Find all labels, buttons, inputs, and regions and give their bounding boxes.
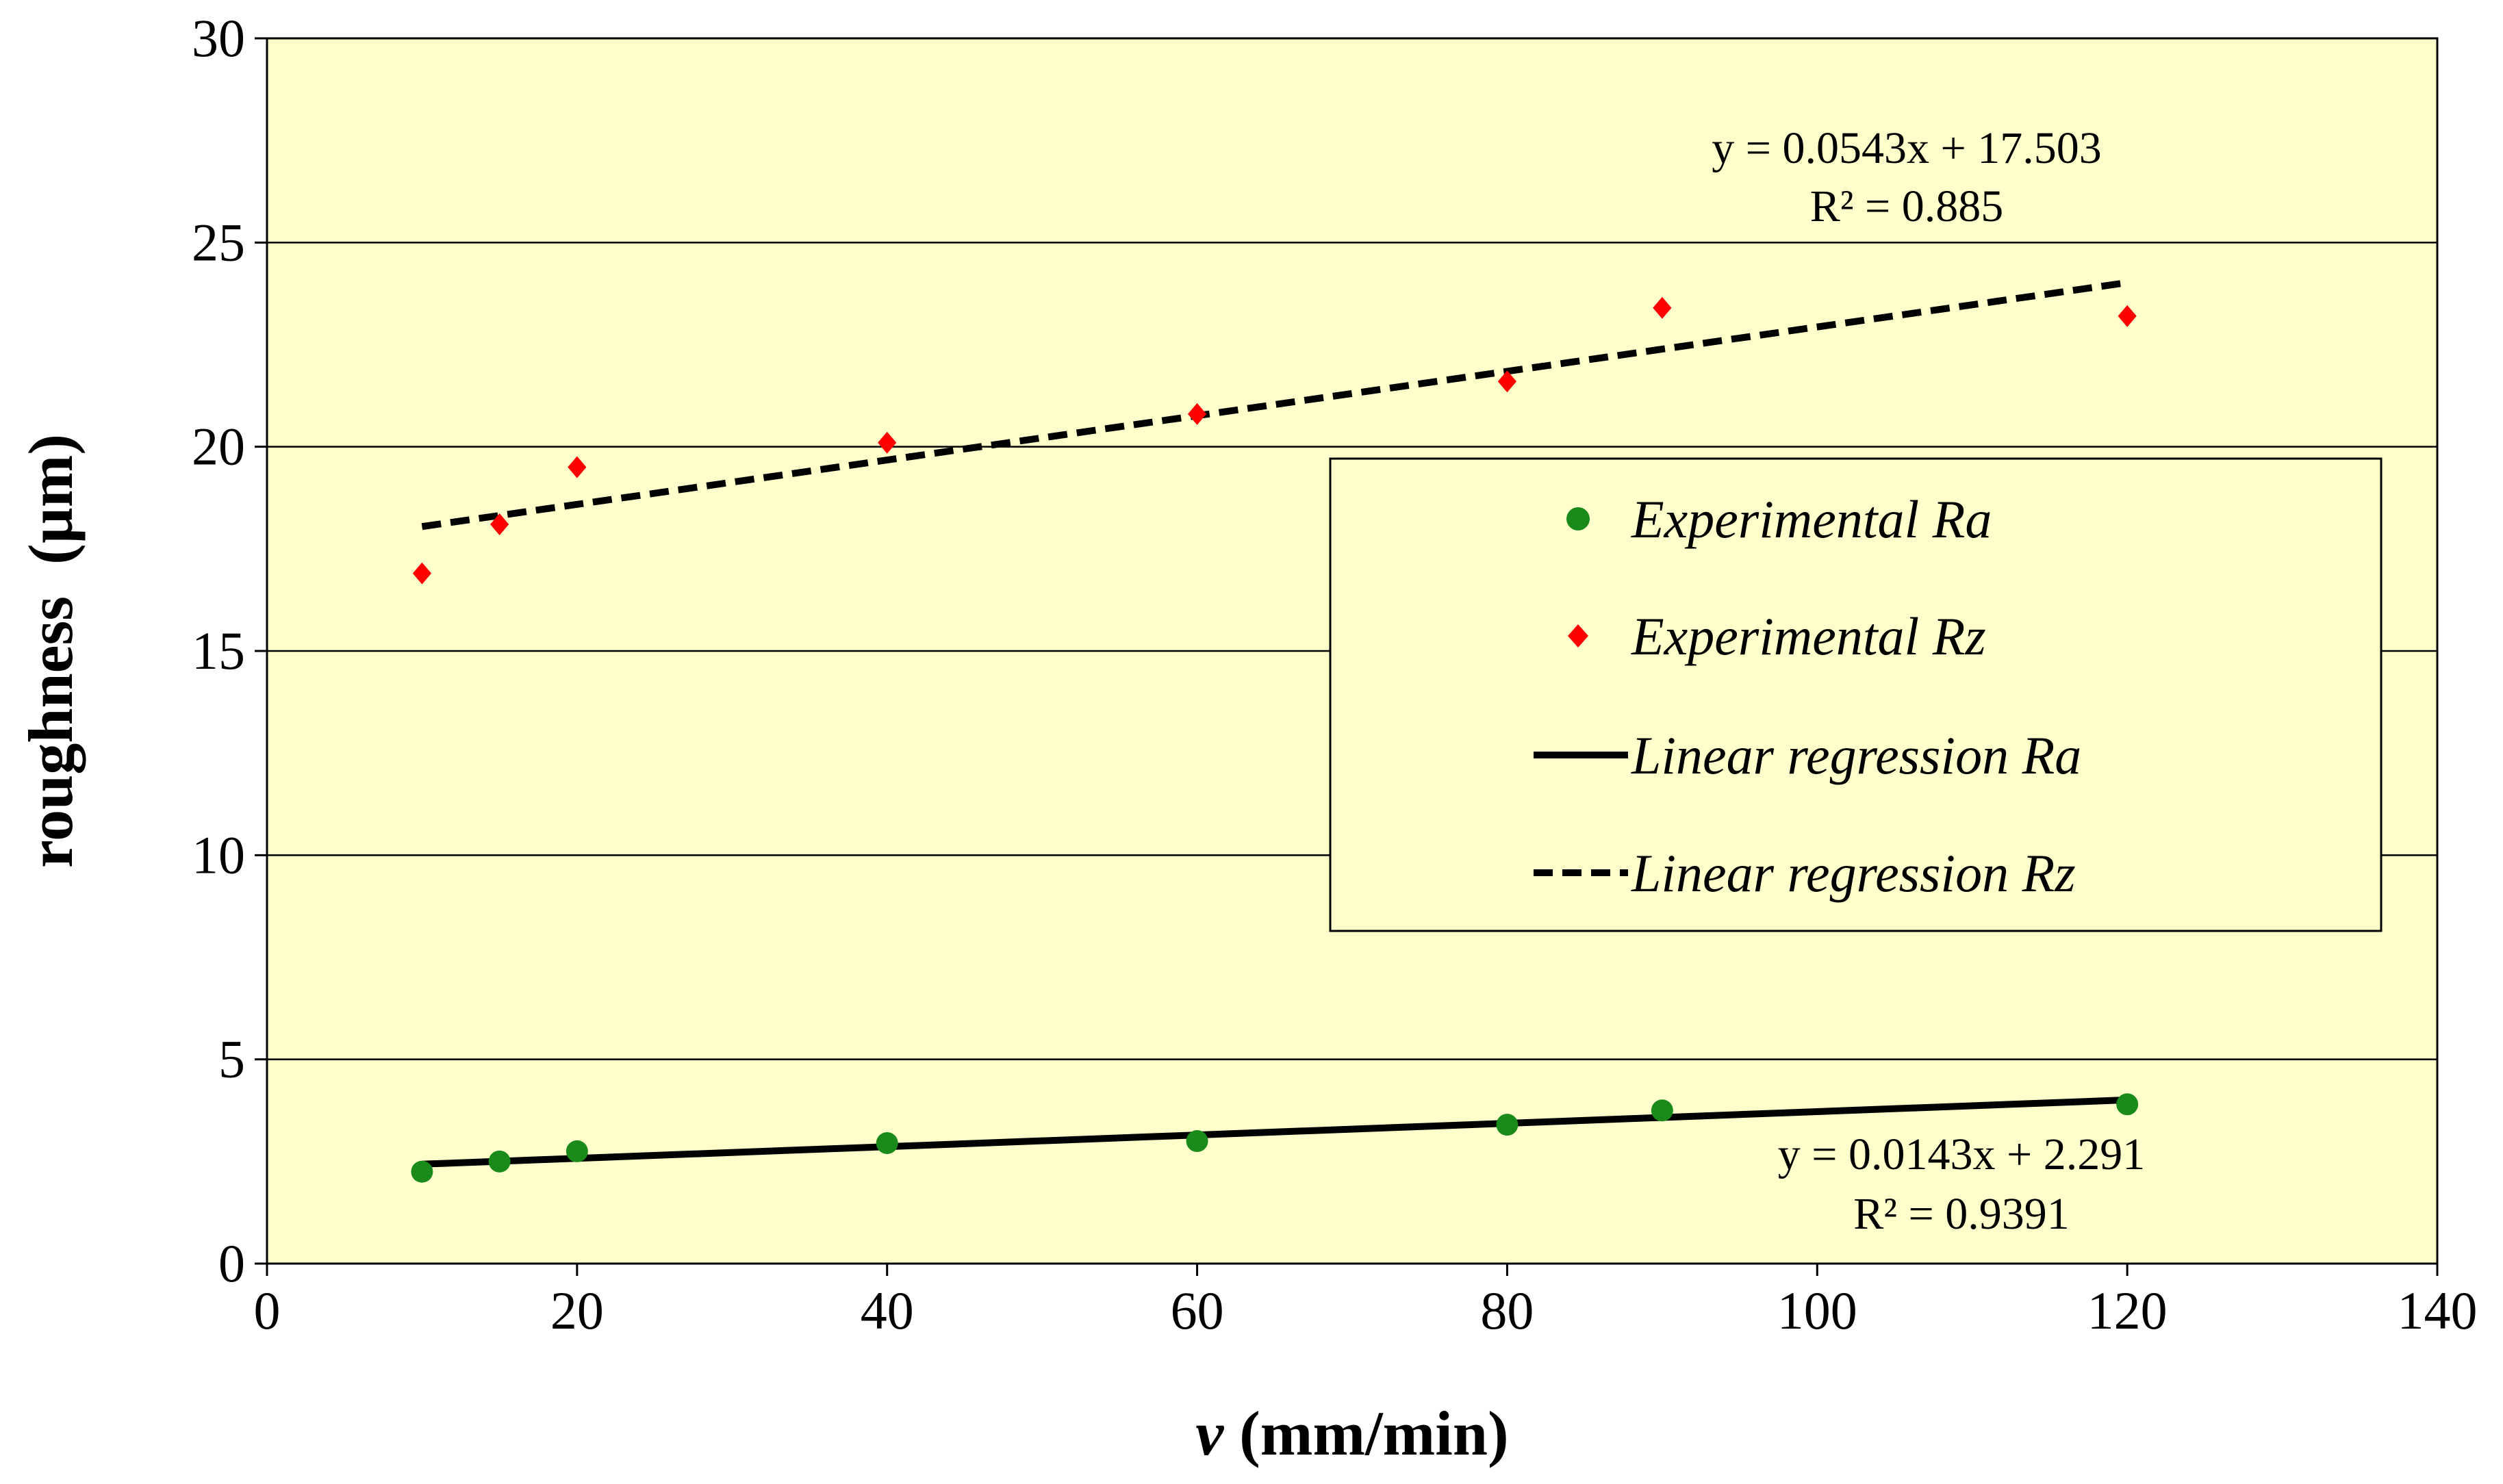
point-rz-5	[1497, 370, 1517, 393]
legend: Experimental Ra Experimental Rz Linear r…	[1329, 457, 2383, 932]
regression-line-ra	[422, 1096, 2128, 1168]
x-tick-label-20: 20	[550, 1281, 604, 1340]
point-rz-6	[1653, 296, 1672, 319]
y-tick-labels: 0 5 10 15 20 25 30	[192, 8, 245, 1293]
point-ra-3	[876, 1131, 898, 1154]
point-ra-2	[566, 1140, 588, 1162]
point-rz-4	[1187, 402, 1207, 425]
x-axis-unit: (mm/min)	[1223, 1398, 1508, 1468]
x-tick-label-60: 60	[1171, 1281, 1224, 1340]
legend-marker-ra	[1566, 507, 1590, 530]
point-rz-3	[878, 431, 897, 454]
x-tick-labels: 0 20 40 60 80 100 120 140	[254, 1281, 2478, 1340]
x-axis-title: v (mm/min)	[1195, 1398, 1508, 1468]
point-ra-4	[1186, 1130, 1208, 1152]
legend-marker-rz	[1568, 624, 1588, 648]
x-axis-variable: v	[1195, 1398, 1224, 1468]
y-tick-label-30: 30	[192, 8, 245, 68]
x-tick-label-120: 120	[2087, 1281, 2168, 1340]
regression-lines	[421, 279, 2128, 1168]
point-rz-0	[412, 562, 432, 585]
x-tick-label-100: 100	[1777, 1281, 1857, 1340]
rz-r2: R² = 0.885	[1810, 181, 2004, 231]
legend-label-lin-ra: Linear regression Ra	[1631, 726, 2081, 785]
y-tick-label-5: 5	[218, 1029, 245, 1089]
ra-r2: R² = 0.9391	[1853, 1189, 2070, 1239]
x-tick-label-0: 0	[254, 1281, 281, 1340]
point-ra-0	[411, 1160, 433, 1183]
axes	[255, 37, 2439, 1276]
point-ra-5	[1496, 1114, 1519, 1136]
point-rz-1	[490, 513, 509, 536]
ra-equation: y = 0.0143x + 2.291	[1778, 1129, 2145, 1179]
legend-label-ra: Experimental Ra	[1631, 489, 1992, 549]
legend-label-lin-rz: Linear regression Rz	[1631, 843, 2076, 903]
legend-label-rz: Experimental Rz	[1631, 606, 1986, 666]
point-ra-7	[2116, 1093, 2139, 1116]
y-tick-label-15: 15	[192, 621, 245, 680]
y-tick-label-0: 0	[218, 1233, 245, 1293]
x-tick-label-80: 80	[1480, 1281, 1534, 1340]
data-points	[411, 296, 2139, 1183]
point-ra-1	[488, 1150, 511, 1173]
x-tick-label-40: 40	[861, 1281, 914, 1340]
y-axis-title: roughness (µm)	[16, 434, 86, 868]
legend-box	[1329, 457, 2383, 932]
rz-equation: y = 0.0543x + 17.503	[1712, 123, 2101, 173]
y-tick-label-20: 20	[192, 417, 245, 476]
x-tick-label-140: 140	[2398, 1281, 2478, 1340]
point-rz-2	[568, 456, 587, 478]
y-tick-label-25: 25	[192, 212, 245, 272]
y-tick-label-10: 10	[192, 825, 245, 884]
point-rz-7	[2118, 305, 2137, 327]
point-ra-6	[1651, 1099, 1673, 1122]
